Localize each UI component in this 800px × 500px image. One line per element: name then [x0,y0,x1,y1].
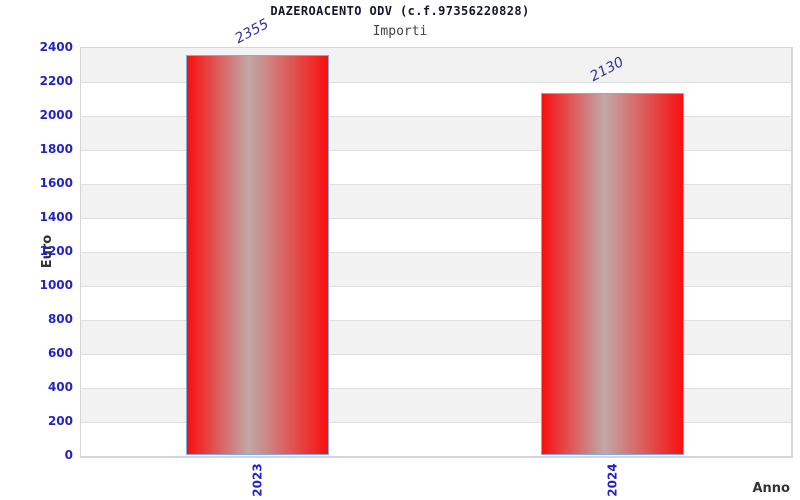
x-tick-label-2024: 2024 [591,460,635,500]
gridline-2000 [81,116,791,117]
chart-title: DAZEROACENTO ODV (c.f.97356220828) [270,4,530,18]
gridline-1200 [81,252,791,253]
bar-2024 [541,92,684,455]
y-tick-label-2000: 2000 [39,108,73,122]
bar-value-label-2023: 2355 [231,15,271,47]
gridline-600 [81,354,791,355]
y-tick-label-800: 800 [47,312,73,326]
x-tick-label-2023: 2023 [236,460,280,500]
x-tick-text: 2024 [605,463,620,497]
gridline-200 [81,422,791,423]
gridline-1800 [81,150,791,151]
y-tick-label-2200: 2200 [39,74,73,88]
y-tick-label-2400: 2400 [39,40,73,54]
bar-2023 [186,54,329,455]
chart-subtitle: Importi [372,24,428,39]
x-tick-text: 2023 [250,463,265,497]
gridline-1600 [81,184,791,185]
y-tick-label-600: 600 [47,346,73,360]
gridline-1400 [81,218,791,219]
y-tick-label-1200: 1200 [39,244,73,258]
y-tick-label-0: 0 [64,448,73,462]
y-tick-label-1800: 1800 [39,142,73,156]
y-tick-label-200: 200 [47,414,73,428]
y-tick-label-1600: 1600 [39,176,73,190]
y-tick-label-400: 400 [47,380,73,394]
gridline-2200 [81,82,791,83]
gridline-800 [81,320,791,321]
gridline-1000 [81,286,791,287]
y-tick-label-1000: 1000 [39,278,73,292]
y-tick-label-1400: 1400 [39,210,73,224]
x-axis-title: Anno [752,481,790,496]
gridline-400 [81,388,791,389]
